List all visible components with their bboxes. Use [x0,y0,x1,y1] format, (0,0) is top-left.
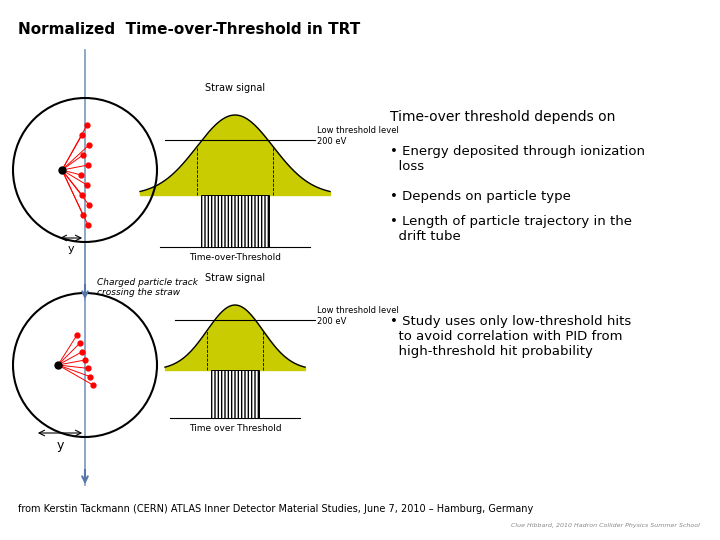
Text: Straw signal: Straw signal [205,273,265,283]
Text: Straw signal: Straw signal [205,83,265,93]
Text: Low threshold level
200 eV: Low threshold level 200 eV [317,306,399,326]
Text: • Energy deposited through ionization
  loss: • Energy deposited through ionization lo… [390,145,645,173]
Bar [211,370,259,418]
Text: Charged particle track
crossing the straw: Charged particle track crossing the stra… [97,278,198,298]
Text: Time-over-Threshold: Time-over-Threshold [189,253,281,262]
Text: from Kerstin Tackmann (CERN) ATLAS Inner Detector Material Studies, June 7, 2010: from Kerstin Tackmann (CERN) ATLAS Inner… [18,504,534,514]
Text: y: y [68,244,74,254]
Text: y: y [56,439,63,452]
Text: Time over Threshold: Time over Threshold [189,424,282,433]
Bar [201,195,269,247]
Text: Time-over threshold depends on: Time-over threshold depends on [390,110,616,124]
Text: Normalized  Time-over-Threshold in TRT: Normalized Time-over-Threshold in TRT [18,22,360,37]
Text: • Study uses only low-threshold hits
  to avoid correlation with PID from
  high: • Study uses only low-threshold hits to … [390,315,631,358]
Text: Low threshold level
200 eV: Low threshold level 200 eV [317,126,399,146]
Text: Clue Hibbard, 2010 Hadron Collider Physics Summer School: Clue Hibbard, 2010 Hadron Collider Physi… [511,523,700,528]
Text: • Depends on particle type: • Depends on particle type [390,190,571,203]
Text: • Length of particle trajectory in the
  drift tube: • Length of particle trajectory in the d… [390,215,632,243]
